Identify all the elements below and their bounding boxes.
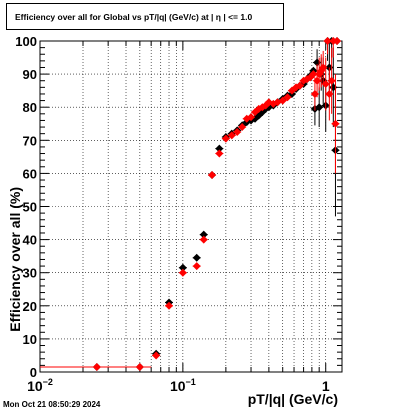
data-point [333,37,342,45]
series-red [40,37,342,372]
data-point [247,113,256,122]
data-point [295,81,304,90]
data-point [313,76,322,85]
y-tick-label: 50 [23,200,37,215]
data-point [135,363,144,372]
data-point [321,80,330,89]
data-point [310,89,319,98]
data-point [192,253,201,262]
data-point [309,70,318,79]
y-tick-label: 40 [23,233,37,248]
tick-labels: 0 10 20 30 40 50 60 70 80 90 100 10−2 10−1 1 [15,34,330,394]
y-axis-title: Efficiency over all (%) [7,187,23,332]
y-tick-label: 30 [23,266,37,281]
data-point [199,230,208,239]
data-point [165,301,174,310]
y-tick-label: 100 [15,34,37,49]
axis-ticks [39,40,342,373]
data-point [178,268,187,277]
grid-lines [39,41,342,372]
data-point [315,103,324,112]
data-point [178,263,187,272]
data-point [325,89,334,98]
y-tick-label: 80 [23,100,37,115]
timestamp-label: Mon Oct 21 08:50:29 2024 [3,400,101,409]
data-point [327,76,336,85]
x-tick-label: 10−2 [27,377,53,394]
data-point [329,83,338,92]
data-point [238,123,247,132]
data-point [208,171,217,180]
data-point [215,144,224,153]
y-tick-label: 10 [23,332,37,347]
x-tick-label: 10−1 [170,377,196,394]
x-tick-label: 1 [322,378,330,394]
chart-title: Efficiency over all for Global vs pT/|q|… [15,11,253,22]
data-point [227,131,236,140]
data-point [92,363,101,372]
data-point [323,37,332,45]
x-axis-title: pT/|q| (GeV/c) [248,391,338,407]
data-point [319,63,328,72]
data-point [331,119,340,128]
data-point [199,235,208,244]
data-point [152,351,161,360]
data-point [221,134,230,143]
y-tick-label: 60 [23,166,37,181]
data-point [278,96,287,105]
y-tick-label: 20 [23,299,37,314]
data-point [233,128,242,137]
y-tick-label: 0 [30,365,37,380]
data-points [40,37,342,372]
y-tick-label: 90 [23,67,37,82]
chart-title-box: Efficiency over all for Global vs pT/|q|… [6,3,284,30]
data-point [215,149,224,158]
data-point [283,93,292,102]
y-tick-label: 70 [23,133,37,148]
data-point [192,262,201,271]
